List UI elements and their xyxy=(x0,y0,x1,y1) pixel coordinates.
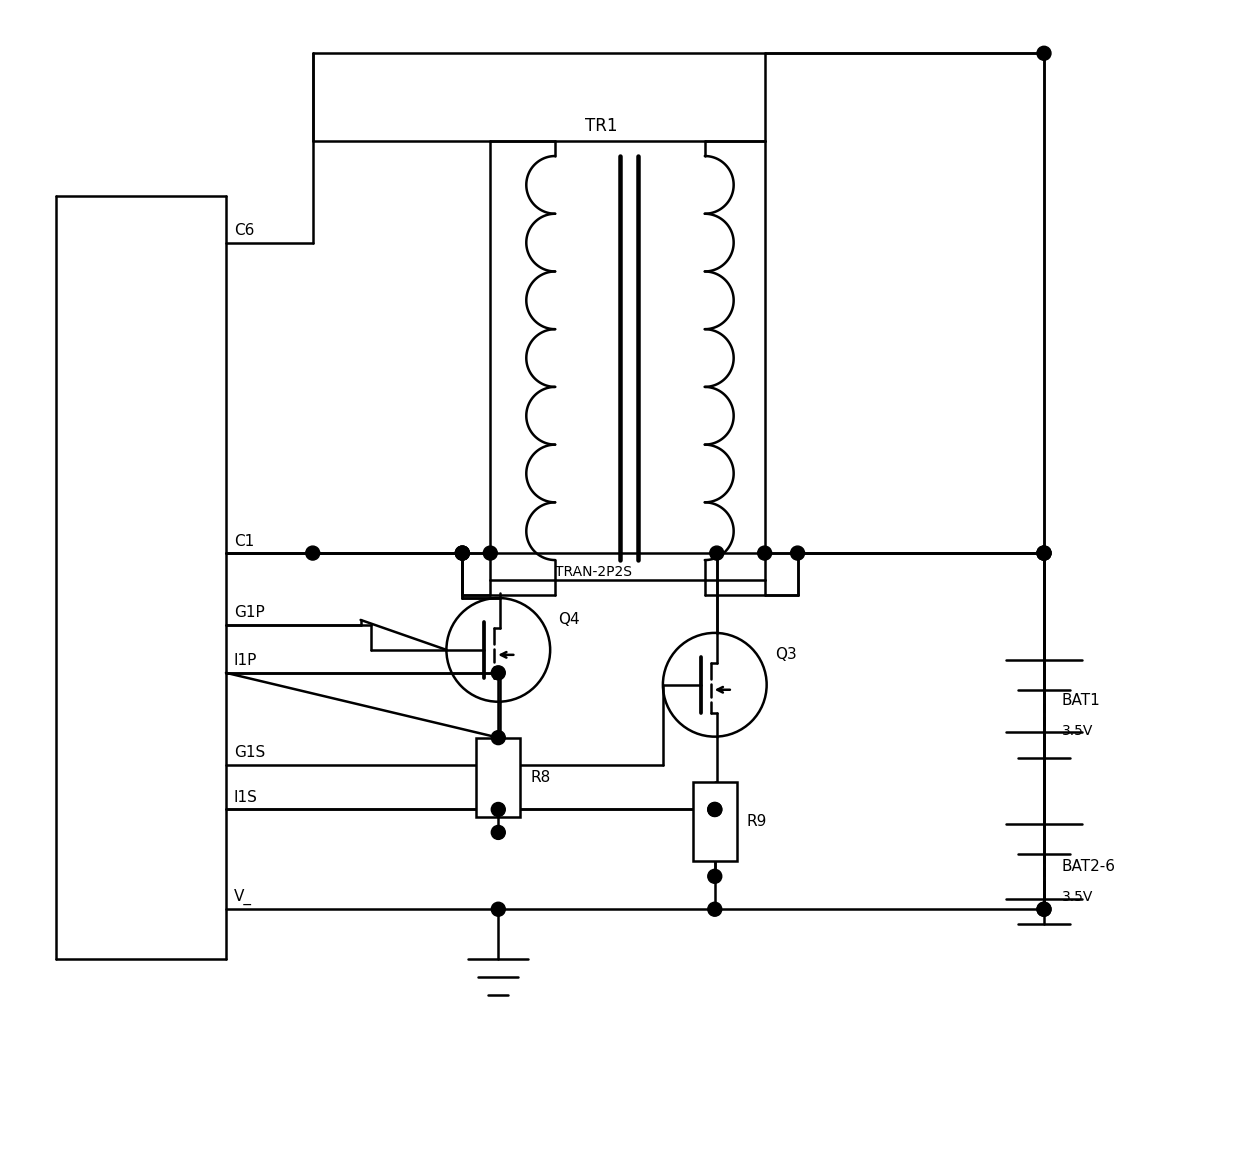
Text: TRAN-2P2S: TRAN-2P2S xyxy=(556,565,632,579)
Text: BAT1: BAT1 xyxy=(1061,693,1101,708)
Bar xyxy=(693,781,737,861)
Circle shape xyxy=(491,802,505,816)
Text: R9: R9 xyxy=(746,814,768,829)
Circle shape xyxy=(791,547,805,560)
Text: G1S: G1S xyxy=(234,745,265,760)
Text: R8: R8 xyxy=(531,769,551,785)
Text: I1P: I1P xyxy=(234,653,257,669)
Circle shape xyxy=(1037,547,1052,560)
Text: 3.5V: 3.5V xyxy=(1061,890,1094,903)
Text: I1S: I1S xyxy=(234,789,258,805)
Circle shape xyxy=(491,902,505,916)
Circle shape xyxy=(491,826,505,840)
Circle shape xyxy=(708,902,722,916)
Text: TR1: TR1 xyxy=(585,117,618,135)
Circle shape xyxy=(708,802,722,816)
Circle shape xyxy=(1037,902,1052,916)
Circle shape xyxy=(306,547,320,560)
Circle shape xyxy=(1037,547,1052,560)
Circle shape xyxy=(484,547,497,560)
Circle shape xyxy=(1037,547,1052,560)
Text: 3.5V: 3.5V xyxy=(1061,724,1094,738)
Circle shape xyxy=(709,547,724,560)
Bar xyxy=(476,738,521,818)
Text: V_: V_ xyxy=(234,889,252,906)
Circle shape xyxy=(1037,902,1052,916)
Text: Q3: Q3 xyxy=(775,647,796,663)
Text: C6: C6 xyxy=(234,223,254,238)
Circle shape xyxy=(708,869,722,883)
Circle shape xyxy=(455,547,470,560)
Circle shape xyxy=(758,547,771,560)
Circle shape xyxy=(455,547,470,560)
Circle shape xyxy=(1037,46,1052,60)
Circle shape xyxy=(455,547,470,560)
Circle shape xyxy=(708,802,722,816)
Circle shape xyxy=(491,731,505,745)
Text: BAT2-6: BAT2-6 xyxy=(1061,860,1116,874)
Text: Q4: Q4 xyxy=(558,612,580,628)
Text: C1: C1 xyxy=(234,534,254,549)
Text: G1P: G1P xyxy=(234,605,264,621)
Circle shape xyxy=(491,666,505,680)
